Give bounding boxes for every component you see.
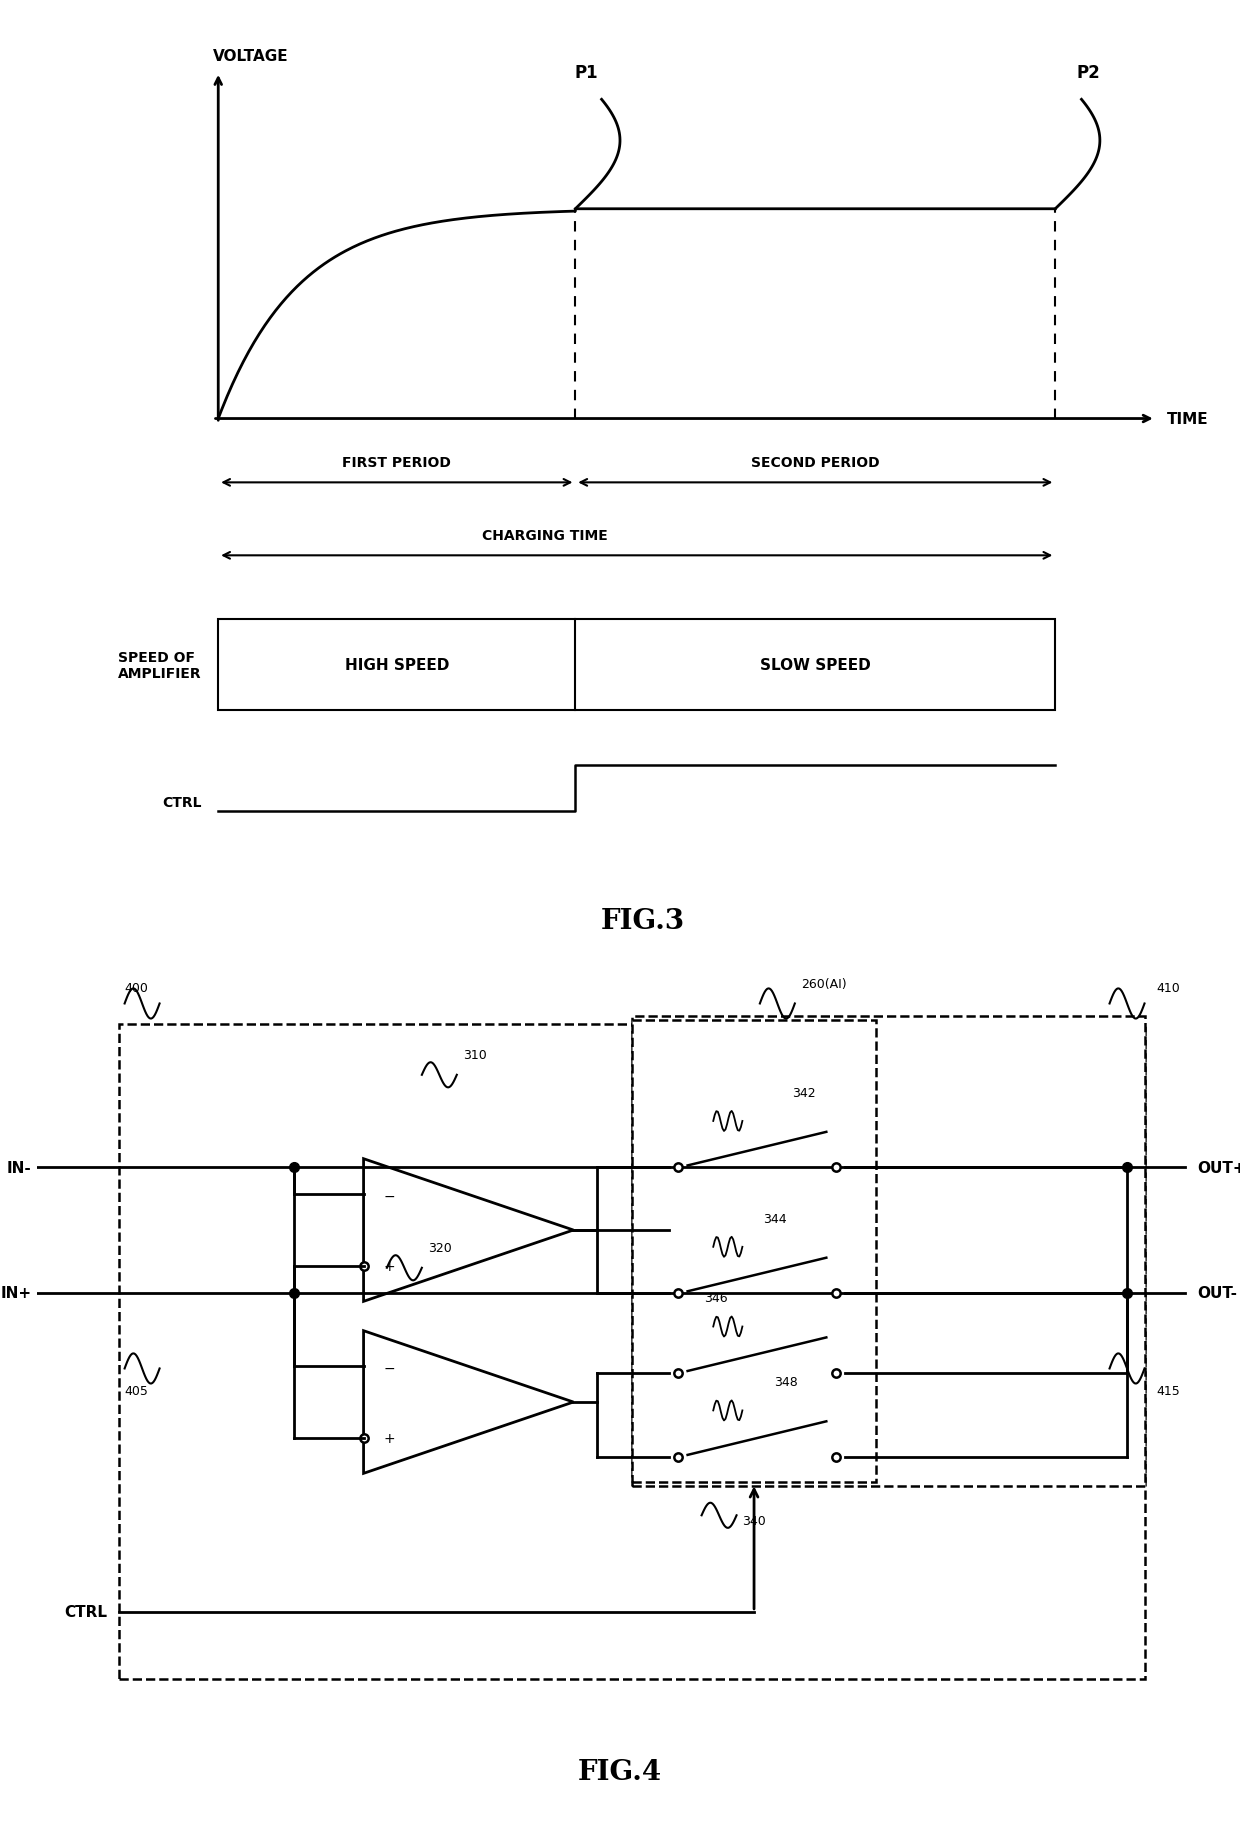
Text: IN+: IN+ [0, 1285, 31, 1302]
Bar [119, 1025, 1145, 1679]
Text: FIRST PERIOD: FIRST PERIOD [342, 456, 451, 470]
Text: TIME: TIME [1167, 412, 1209, 427]
Text: CTRL: CTRL [64, 1604, 107, 1619]
Text: 340: 340 [743, 1513, 766, 1528]
Text: FIG.3: FIG.3 [600, 908, 684, 933]
Text: $+$: $+$ [383, 1431, 396, 1446]
Text: 310: 310 [463, 1048, 486, 1061]
Text: 415: 415 [1156, 1384, 1180, 1396]
Text: SLOW SPEED: SLOW SPEED [760, 658, 870, 673]
Text: 344: 344 [763, 1212, 786, 1225]
Text: CTRL: CTRL [162, 795, 201, 809]
Text: OUT-: OUT- [1197, 1285, 1238, 1302]
Text: OUT+: OUT+ [1197, 1159, 1240, 1176]
Text: HIGH SPEED: HIGH SPEED [345, 658, 449, 673]
Text: 410: 410 [1156, 981, 1180, 994]
Text: P1: P1 [574, 64, 599, 82]
Text: 346: 346 [704, 1293, 728, 1305]
Text: 400: 400 [124, 981, 149, 994]
Bar [631, 1021, 877, 1482]
Text: 320: 320 [428, 1241, 451, 1254]
Text: $-$: $-$ [383, 1189, 396, 1201]
Text: FIG.4: FIG.4 [578, 1757, 662, 1785]
Text: $-$: $-$ [383, 1360, 396, 1373]
Text: 348: 348 [775, 1376, 799, 1389]
Text: P2: P2 [1076, 64, 1101, 82]
Text: 342: 342 [792, 1087, 816, 1099]
Text: SPEED OF
AMPLIFIER: SPEED OF AMPLIFIER [118, 651, 201, 680]
Bar [631, 1017, 1145, 1486]
Text: $+$: $+$ [383, 1260, 396, 1272]
Bar [218, 620, 1055, 711]
Text: SECOND PERIOD: SECOND PERIOD [751, 456, 879, 470]
Text: VOLTAGE: VOLTAGE [213, 49, 288, 64]
Text: 260(AI): 260(AI) [801, 977, 846, 990]
Text: 405: 405 [124, 1384, 149, 1396]
Text: IN-: IN- [6, 1159, 31, 1176]
Text: CHARGING TIME: CHARGING TIME [482, 529, 608, 543]
